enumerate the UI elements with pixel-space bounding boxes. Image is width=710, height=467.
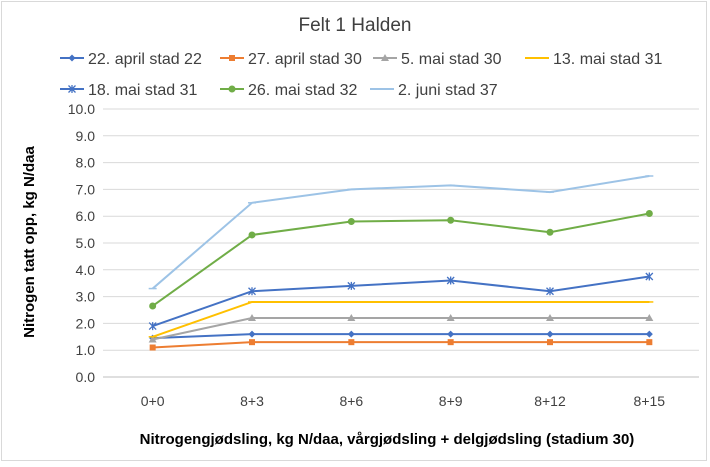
y-tick-label: 9.0: [76, 128, 96, 144]
x-axis-label: Nitrogengjødsling, kg N/daa, vårgjødslin…: [140, 431, 635, 448]
legend: 22. april stad 22 27. april stad 30 5. mai…: [60, 51, 663, 99]
x-tick-label: 8+6: [339, 393, 363, 409]
legend-item: 22. april stad 22: [60, 51, 202, 68]
data-point: [248, 330, 256, 338]
data-point: [447, 339, 454, 346]
data-point: [347, 281, 356, 290]
series-line: [148, 272, 654, 331]
data-point: [228, 85, 236, 93]
data-point: [68, 85, 76, 93]
legend-item: 2. juni stad 37: [370, 82, 498, 99]
legend-item: 18. mai stad 31: [60, 82, 198, 99]
data-point: [347, 330, 355, 338]
y-tick-label: 7.0: [76, 181, 96, 197]
legend-label: 27. april stad 30: [248, 51, 362, 68]
series-path: [152, 275, 650, 328]
series-path: [152, 333, 650, 340]
data-point: [229, 55, 235, 61]
series-group: [148, 175, 654, 351]
series-line: [149, 330, 653, 342]
line-chart: Felt 1 Halden 22. april stad 22 27. april…: [21, 15, 699, 448]
data-point: [68, 54, 76, 62]
y-tick-label: 5.0: [76, 235, 96, 251]
series-line: [148, 175, 654, 290]
data-point: [348, 339, 355, 346]
y-tick-label: 2.0: [76, 315, 96, 331]
y-tick-label: 10.0: [68, 101, 95, 117]
chart-frame: Felt 1 Halden 22. april stad 22 27. april…: [1, 1, 707, 461]
series-path: [152, 317, 650, 341]
data-point: [347, 314, 356, 322]
data-point: [447, 330, 455, 338]
series-path: [152, 175, 650, 290]
y-tick-label: 6.0: [76, 208, 96, 224]
x-tick-label: 0+0: [141, 393, 165, 409]
x-tick-label: 8+15: [634, 393, 666, 409]
data-point: [646, 339, 653, 346]
legend-label: 2. juni stad 37: [398, 82, 498, 99]
gridlines: [103, 108, 699, 378]
data-point: [546, 287, 554, 296]
chart-title: Felt 1 Halden: [298, 15, 411, 36]
y-tick-label: 4.0: [76, 262, 96, 278]
x-tick-label: 8+9: [439, 393, 463, 409]
data-point: [446, 314, 455, 322]
data-point: [149, 302, 157, 310]
legend-item: 27. april stad 30: [220, 51, 362, 68]
y-tick-label: 0.0: [76, 369, 96, 385]
series-path: [152, 341, 650, 349]
legend-label: 13. mai stad 31: [553, 51, 663, 68]
legend-label: 18. mai stad 31: [88, 82, 198, 99]
series-path: [152, 212, 650, 307]
legend-label: 22. april stad 22: [88, 51, 202, 68]
series-line: [148, 314, 654, 343]
data-point: [546, 228, 554, 236]
y-tick-label: 3.0: [76, 289, 96, 305]
y-tick-label: 1.0: [76, 342, 96, 358]
data-point: [645, 314, 654, 322]
data-point: [645, 330, 653, 338]
legend-label: 5. mai stad 30: [401, 51, 502, 68]
data-point: [546, 330, 554, 338]
data-point: [645, 210, 653, 218]
data-point: [347, 218, 355, 226]
series-line: [149, 339, 653, 351]
data-point: [546, 314, 554, 322]
data-point: [248, 231, 256, 239]
x-tick-label: 8+3: [240, 393, 264, 409]
data-point: [447, 216, 455, 224]
data-point: [249, 339, 255, 346]
series-path: [152, 300, 650, 338]
x-axis-ticks: 0+0 8+3 8+6 8+9 8+12 8+15: [141, 393, 666, 409]
data-point: [148, 335, 157, 343]
data-point: [446, 276, 455, 285]
data-point: [547, 339, 553, 346]
y-tick-label: 8.0: [76, 155, 96, 171]
series-line: [148, 300, 654, 338]
y-axis-ticks: 0.0 1.0 2.0 3.0 4.0 5.0 6.0 7.0 8.0 9.0 10.0: [68, 101, 95, 385]
data-point: [248, 314, 256, 322]
legend-item: 26. mai stad 32: [220, 82, 358, 99]
data-point: [645, 272, 654, 281]
legend-item: 13. mai stad 31: [525, 51, 663, 68]
data-point: [149, 344, 156, 351]
legend-item: 5. mai stad 30: [373, 51, 502, 68]
y-axis-label: Nitrogen tatt opp, kg N/daa: [21, 146, 38, 338]
data-point: [381, 54, 389, 61]
data-point: [248, 287, 256, 296]
data-point: [148, 322, 157, 331]
legend-label: 26. mai stad 32: [248, 82, 358, 99]
x-tick-label: 8+12: [534, 393, 566, 409]
series-line: [149, 210, 653, 310]
